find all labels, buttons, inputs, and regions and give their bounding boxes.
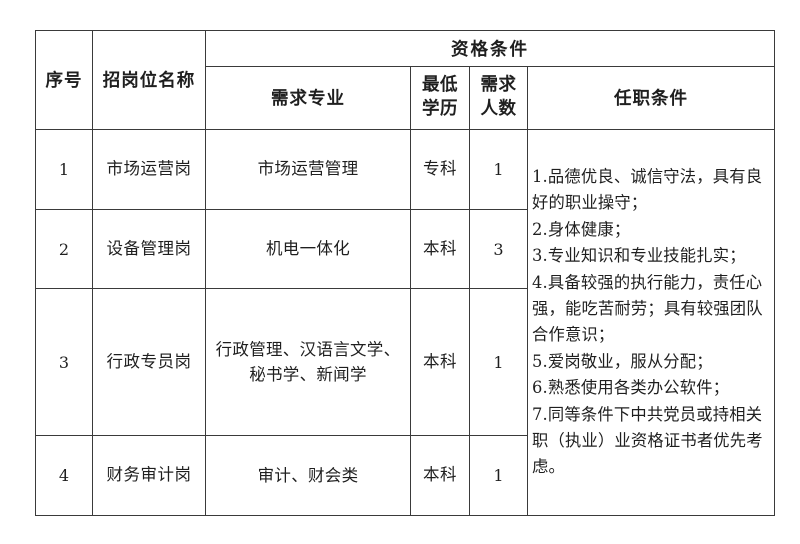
recruitment-table: 序号 招岗位名称 资格条件 需求专业 最低 学历 需求 人数 任职条件 [35,29,775,517]
cell-headcount: 3 [469,208,528,290]
header-cell-headcount: 需求 人数 [469,66,528,130]
cell-index: 3 [35,288,93,437]
cell-headcount: 1 [469,288,528,437]
header-cell-index: 序号 [35,30,93,130]
cell-index: 4 [35,435,93,516]
header-cell-education: 最低 学历 [410,66,470,130]
cell-education: 本科 [410,435,470,516]
cell-index: 1 [35,128,93,210]
header-cell-qualification-group: 资格条件 [205,29,775,68]
header-cell-post-name: 招岗位名称 [92,30,206,130]
requirements-text: 1.品德优良、诚信守法，具有良好的职业操守； 2.身体健康； 3.专业知识和专业… [532,167,763,477]
header-education-line2: 学历 [422,98,458,119]
table-row: 4 财务审计岗 审计、财会类 本科 1 [35,435,775,516]
cell-index: 2 [35,208,93,290]
cell-post-name: 设备管理岗 [92,208,206,290]
cell-education: 本科 [410,288,470,437]
table-header-row-bottom: 需求专业 最低 学历 需求 人数 任职条件 [36,66,775,130]
cell-major: 行政管理、汉语言文学、秘书学、新闻学 [205,288,411,437]
header-education-line1: 最低 [422,75,458,96]
header-headcount-line1: 需求 [480,75,517,96]
cell-major: 市场运营管理 [205,128,411,210]
cell-post-name: 市场运营岗 [92,128,206,210]
cell-post-name: 财务审计岗 [92,435,206,516]
cell-education: 本科 [410,208,470,290]
cell-headcount: 1 [469,435,528,516]
table-row: 1 市场运营岗 市场运营管理 专科 1 1.品德优良、诚信守法，具有良好的职业操… [35,128,775,517]
cell-requirements: 1.品德优良、诚信守法，具有良好的职业操守； 2.身体健康； 3.专业知识和专业… [527,128,775,517]
cell-major: 审计、财会类 [205,435,411,516]
header-cell-major: 需求专业 [205,66,411,130]
cell-education: 专科 [410,128,470,210]
table-header-row-top: 序号 招岗位名称 资格条件 [35,29,775,130]
recruitment-table-container: 序号 招岗位名称 资格条件 需求专业 最低 学历 需求 人数 任职条件 [35,29,775,517]
cell-major: 机电一体化 [205,208,411,290]
cell-headcount: 1 [469,128,528,210]
header-cell-requirements: 任职条件 [527,66,775,130]
cell-post-name: 行政专员岗 [92,288,206,437]
header-headcount-line2: 人数 [480,98,517,119]
table-row: 2 设备管理岗 机电一体化 本科 3 [35,208,775,290]
